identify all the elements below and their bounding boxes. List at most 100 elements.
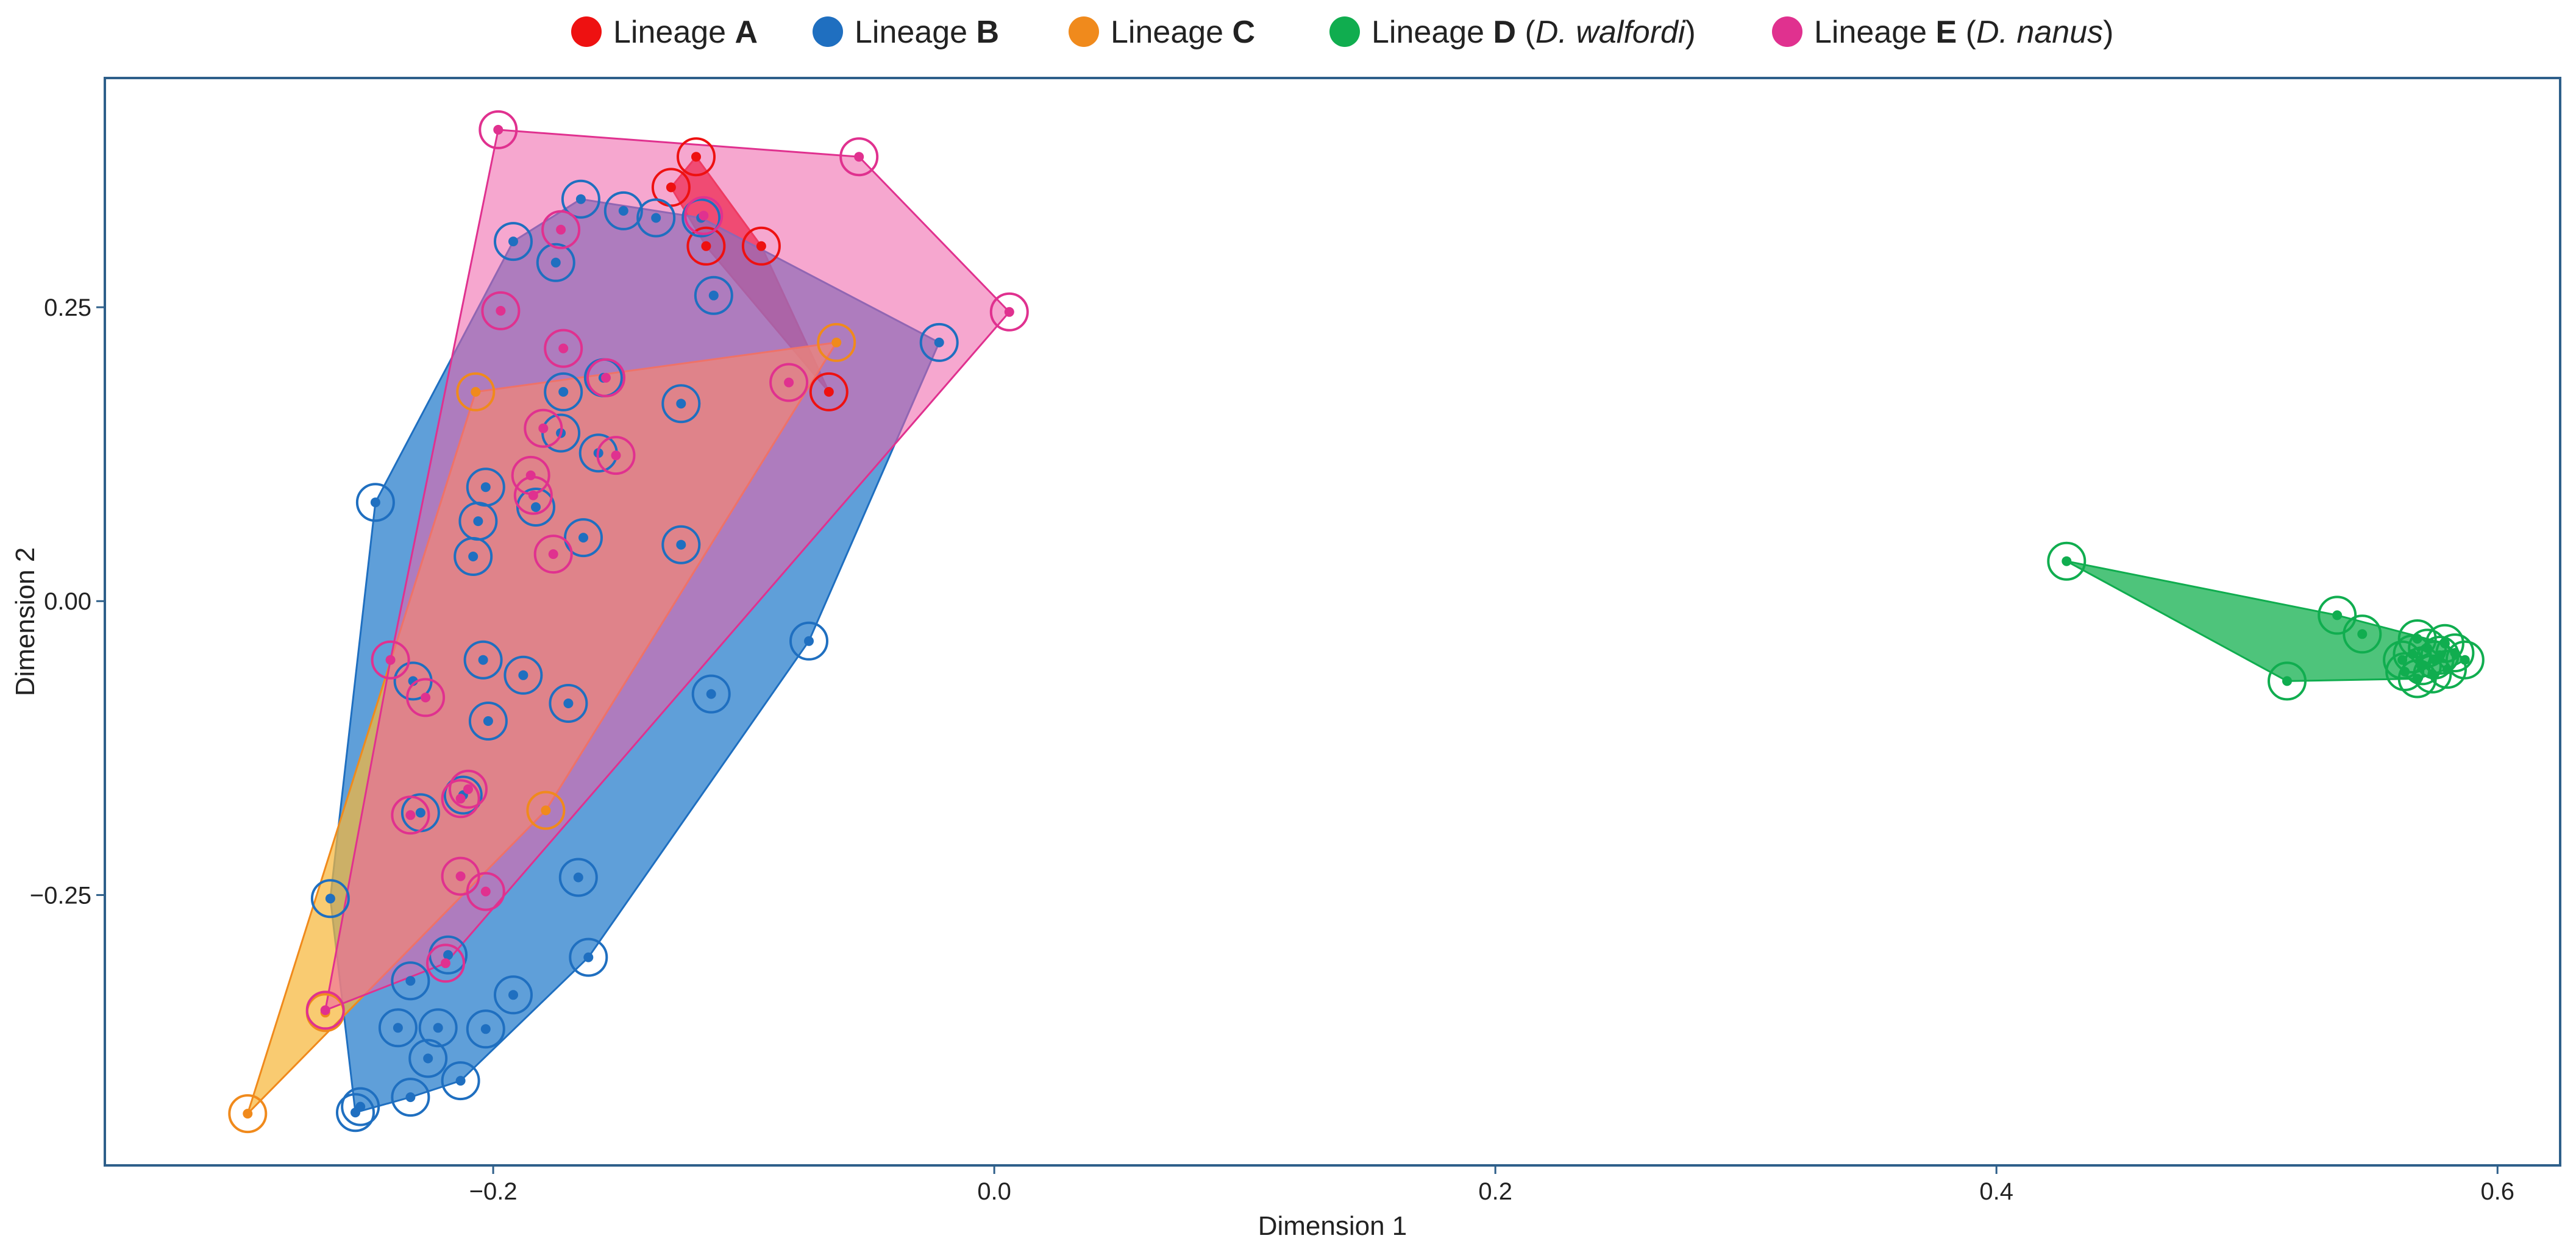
point-dot bbox=[548, 549, 558, 560]
point-lineage-b-4 bbox=[494, 222, 533, 261]
point-lineage-c-0 bbox=[817, 322, 856, 362]
point-dot bbox=[320, 1005, 330, 1015]
point-lineage-d-2 bbox=[2343, 614, 2382, 654]
point-lineage-b-10 bbox=[661, 384, 701, 424]
point-ring bbox=[603, 191, 643, 230]
point-lineage-b-23 bbox=[503, 655, 543, 695]
point-dot bbox=[666, 182, 676, 193]
y-axis-label: Dimension 2 bbox=[10, 547, 40, 697]
point-dot bbox=[496, 305, 506, 316]
point-ring bbox=[691, 674, 731, 714]
point-ring bbox=[681, 198, 721, 238]
point-lineage-e-5 bbox=[481, 291, 521, 330]
point-lineage-e-0 bbox=[479, 110, 518, 149]
point-ring bbox=[228, 1094, 268, 1134]
point-ring bbox=[449, 769, 488, 809]
point-dot bbox=[651, 213, 661, 223]
point-ring bbox=[371, 640, 410, 680]
point-ring bbox=[526, 791, 566, 830]
legend-label: Lineage D (D. walfordi) bbox=[1372, 15, 1696, 50]
point-dot bbox=[480, 886, 491, 897]
point-ring bbox=[564, 518, 603, 558]
point-ring bbox=[2445, 640, 2485, 680]
point-lineage-b-17 bbox=[564, 518, 603, 558]
point-ring bbox=[2393, 635, 2432, 674]
point-ring bbox=[513, 475, 553, 515]
point-ring bbox=[586, 358, 625, 397]
point-dot bbox=[415, 808, 425, 818]
point-lineage-b-42 bbox=[336, 1093, 375, 1132]
point-dot bbox=[441, 958, 450, 969]
point-ring bbox=[494, 975, 533, 1015]
point-lineage-e-19 bbox=[441, 856, 480, 896]
point-dot bbox=[601, 372, 611, 383]
point-ring bbox=[677, 137, 716, 177]
point-dot bbox=[583, 952, 594, 962]
point-ring bbox=[454, 537, 493, 576]
point-dot bbox=[350, 1107, 360, 1118]
point-lineage-a-4 bbox=[809, 372, 849, 411]
point-dot bbox=[455, 794, 466, 804]
point-lineage-e-12 bbox=[513, 475, 553, 515]
point-lineage-b-19 bbox=[454, 537, 493, 576]
point-dot bbox=[493, 124, 503, 135]
point-ring bbox=[391, 795, 430, 835]
point-dot bbox=[455, 871, 466, 881]
point-dot bbox=[243, 1109, 253, 1119]
point-ring bbox=[456, 372, 496, 411]
point-lineage-b-29 bbox=[310, 879, 350, 919]
point-ring bbox=[694, 276, 733, 315]
point-ring bbox=[741, 226, 781, 266]
point-dot bbox=[468, 552, 479, 561]
point-dot bbox=[1004, 307, 1014, 317]
point-ring bbox=[443, 775, 483, 815]
point-ring bbox=[466, 1009, 505, 1049]
point-lineage-e-9 bbox=[524, 408, 563, 448]
point-ring bbox=[569, 937, 608, 977]
x-axis: −0.2 0.0 0.2 0.4 0.6 bbox=[469, 1165, 2514, 1205]
point-dot bbox=[393, 1023, 403, 1033]
x-tick-label: 0.0 bbox=[977, 1178, 1011, 1205]
point-lineage-b-34 bbox=[391, 961, 430, 1001]
point-ring bbox=[544, 329, 583, 368]
point-lineage-a-3 bbox=[741, 226, 781, 266]
point-lineage-b-22 bbox=[463, 640, 503, 680]
point-ring bbox=[686, 226, 726, 266]
point-lineage-b-1 bbox=[603, 191, 643, 230]
plot-frame bbox=[104, 77, 2561, 1167]
point-lineage-b-8 bbox=[544, 372, 583, 411]
point-lineage-b-2 bbox=[636, 198, 676, 238]
point-lineage-e-8 bbox=[586, 358, 625, 397]
legend-label: Lineage E (D. nanus) bbox=[1814, 15, 2113, 50]
point-ring bbox=[789, 621, 828, 661]
point-dot bbox=[558, 343, 569, 354]
point-lineage-e-16 bbox=[449, 769, 488, 809]
point-dot bbox=[708, 290, 719, 300]
point-dot bbox=[478, 655, 488, 665]
point-lineage-d-0 bbox=[2047, 541, 2087, 581]
point-dot bbox=[558, 386, 569, 397]
point-dot bbox=[556, 224, 566, 235]
point-lineage-d-16 bbox=[2383, 640, 2422, 680]
legend-label: Lineage A bbox=[613, 15, 758, 50]
point-ring bbox=[418, 1008, 458, 1048]
point-ring bbox=[305, 990, 345, 1030]
point-dot bbox=[508, 236, 518, 247]
point-lineage-e-22 bbox=[305, 990, 345, 1030]
point-ring bbox=[2383, 640, 2422, 680]
point-ring bbox=[503, 655, 543, 695]
point-dot bbox=[2397, 655, 2408, 665]
point-dot bbox=[563, 699, 574, 708]
point-lineage-d-1 bbox=[2318, 596, 2357, 635]
point-ring bbox=[544, 372, 583, 411]
point-dot bbox=[405, 976, 416, 986]
point-lineage-c-1 bbox=[456, 372, 496, 411]
point-lineage-e-10 bbox=[596, 436, 636, 475]
point-dot bbox=[480, 1024, 491, 1034]
y-tick-label: 0.25 bbox=[44, 294, 91, 321]
point-ring bbox=[516, 488, 555, 527]
point-lineage-c-2 bbox=[526, 791, 566, 830]
point-lineage-d-3 bbox=[2268, 661, 2307, 701]
point-ring bbox=[596, 436, 636, 475]
point-dot bbox=[385, 655, 396, 665]
